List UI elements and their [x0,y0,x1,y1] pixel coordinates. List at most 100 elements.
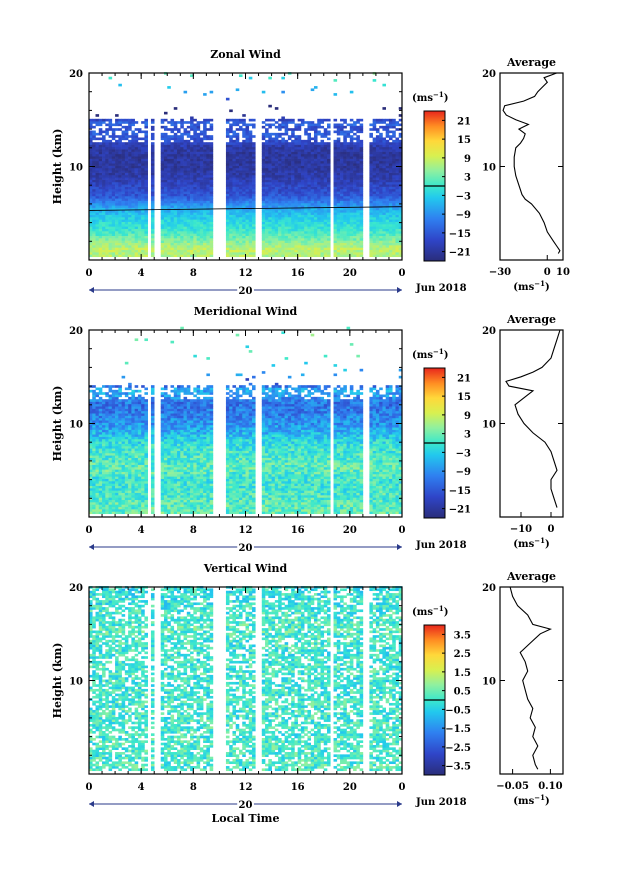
heatmap-cell [115,158,119,162]
heatmap-cell [395,202,400,206]
heatmap-cell [242,231,246,234]
heatmap-cell [177,191,181,194]
heatmap-cell [134,156,139,159]
heatmap-cell [300,123,305,127]
heatmap-cell [105,207,109,211]
heatmap-cell [353,216,357,220]
heatmap-cell [124,135,129,138]
heatmap-cell [111,123,116,127]
heatmap-cell [235,181,240,185]
heatmap-cell [186,188,191,192]
heatmap-cell [121,207,126,211]
heatmap-cell [353,188,357,192]
heatmap-cell [343,202,347,206]
heatmap-cell [353,153,357,157]
heatmap-cell [173,198,178,201]
heatmap-cell [98,254,103,258]
heatmap-cell [89,121,93,124]
heatmap-cell [229,137,233,141]
heatmap-cell [261,205,266,208]
heatmap-cell [248,198,253,201]
heatmap-cell [310,174,315,178]
heatmap-cell [353,149,357,152]
heatmap-cell [385,165,390,169]
heatmap-cell [291,195,295,199]
heatmap-cell [203,179,207,183]
heatmap-cell [359,151,364,155]
heatmap-cell [310,254,315,258]
heatmap-cell [229,153,233,157]
heatmap-cell [395,174,400,178]
heatmap-cell [278,228,282,232]
heatmap-cell [388,226,393,229]
heatmap-cell [392,202,396,206]
heatmap-cell [89,445,93,449]
heatmap-cell [177,149,181,152]
heatmap-cell [173,238,178,241]
heatmap-cell [160,135,165,138]
heatmap-cell [248,76,253,80]
heatmap-cell [163,195,168,199]
heatmap-cell [134,121,139,124]
heatmap-cell [333,174,338,178]
heatmap-cell [375,121,380,124]
heatmap-cell [369,132,373,136]
heatmap-cell [245,123,250,127]
heatmap-cell [392,212,396,215]
heatmap-cell [294,242,298,246]
heatmap-cell [388,118,393,122]
heatmap-cell [395,153,400,157]
heatmap-cell [170,195,175,199]
heatmap-cell [173,242,178,246]
heatmap-cell [327,172,331,176]
heatmap-cell [382,137,386,141]
heatmap-cell [395,226,400,229]
heatmap-cell [115,188,119,192]
heatmap-cell [190,135,194,138]
heatmap-cell [105,128,109,131]
heatmap-cell [115,240,119,244]
heatmap-cell [317,163,321,166]
heatmap-cell [128,151,132,155]
heatmap-cell [199,235,204,239]
heatmap-cell [323,202,328,206]
heatmap-cell [160,245,165,248]
heatmap-cell [281,118,285,122]
heatmap-cell [199,188,204,192]
heatmap-cell [196,247,201,251]
heatmap-cell [193,224,197,227]
heatmap-cell [395,249,400,253]
heatmap-cell [177,128,181,131]
heatmap-cell [229,167,233,171]
heatmap-cell [111,233,116,236]
heatmap-cell [92,198,96,201]
heatmap-cell [307,242,312,246]
heatmap-cell [353,179,357,183]
heatmap-cell [310,191,315,194]
heatmap-cell [108,252,113,255]
heatmap-cell [95,174,100,178]
heatmap-cell [203,242,207,246]
heatmap-cell [340,238,344,241]
heatmap-cell [274,167,279,171]
heatmap-cell [245,247,250,251]
heatmap-cell [98,247,103,251]
heatmap-cell [313,135,318,138]
heatmap-cell [128,177,132,180]
heatmap-cell [333,219,338,222]
heatmap-cell [242,247,246,251]
heatmap-cell [346,188,351,192]
heatmap-cell [206,188,210,192]
heatmap-cell [105,132,109,136]
heatmap-cell [333,207,338,211]
heatmap-cell [392,139,396,143]
heatmap-cell [372,172,377,176]
heatmap-cell [115,123,119,127]
heatmap-cell [209,219,214,222]
heatmap-cell [180,123,184,127]
heatmap-cell [235,135,240,138]
heatmap-cell [323,130,328,134]
heatmap-cell [183,191,188,194]
heatmap-cell [242,151,246,155]
heatmap-cell [281,139,285,143]
